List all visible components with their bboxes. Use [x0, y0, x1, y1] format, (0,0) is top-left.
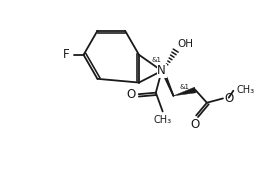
Text: OH: OH — [178, 39, 194, 48]
Text: F: F — [62, 48, 69, 61]
Text: &1: &1 — [152, 57, 162, 62]
Text: &1: &1 — [179, 84, 189, 90]
Text: O: O — [126, 88, 136, 101]
Text: O: O — [224, 92, 234, 105]
Text: O: O — [190, 118, 200, 131]
Text: N: N — [157, 64, 166, 77]
Text: CH₃: CH₃ — [153, 115, 172, 125]
Text: CH₃: CH₃ — [237, 85, 255, 95]
Polygon shape — [173, 87, 196, 96]
